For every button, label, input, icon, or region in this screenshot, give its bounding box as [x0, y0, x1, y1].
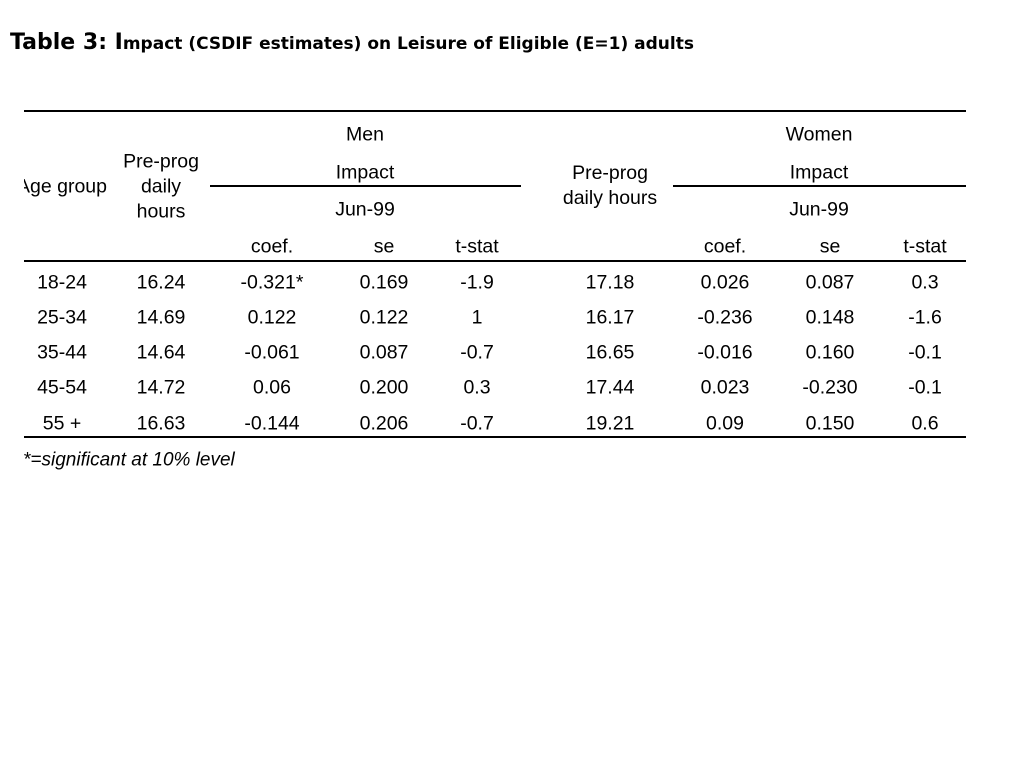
header-men-coef: coef. — [250, 235, 294, 258]
table-cell: 0.3 — [463, 376, 491, 399]
table-top-rule — [24, 110, 966, 112]
table-cell: -0.144 — [244, 412, 300, 435]
header-women-impact: Impact — [789, 161, 849, 184]
table-cell: 0.122 — [359, 306, 409, 329]
table-cell: -1.6 — [908, 306, 942, 329]
header-women-tstat: t-stat — [903, 235, 947, 258]
table-cell: 0.087 — [359, 341, 409, 364]
table-cell: 17.44 — [585, 376, 635, 399]
men-impact-rule — [210, 185, 521, 187]
table-cell: -0.7 — [460, 341, 494, 364]
table-cell: 0.206 — [359, 412, 409, 435]
table-cell: 16.65 — [585, 341, 635, 364]
header-women-date: Jun-99 — [789, 198, 849, 221]
table-cell: 25-34 — [37, 306, 87, 329]
header-women-se: se — [819, 235, 841, 258]
table-cell: 0.169 — [359, 271, 409, 294]
header-men-pre-prog: Pre-prog daily hours — [123, 150, 199, 223]
table-cell: -0.236 — [697, 306, 753, 329]
table-cell: 0.087 — [805, 271, 855, 294]
table-cell: -0.321* — [240, 271, 304, 294]
table-cell: 16.63 — [136, 412, 186, 435]
header-men: Men — [346, 123, 384, 146]
title-rest: mpact (CSDIF estimates) on Leisure of El… — [122, 34, 694, 54]
header-men-tstat: t-stat — [455, 235, 499, 258]
table-cell: 1 — [471, 306, 483, 329]
women-impact-rule — [673, 185, 966, 187]
table-cell: 19.21 — [585, 412, 635, 435]
table-cell: 18-24 — [37, 271, 87, 294]
table-cell: 0.026 — [700, 271, 750, 294]
table-cell: 0.122 — [247, 306, 297, 329]
table-cell: 0.023 — [700, 376, 750, 399]
table-cell: -0.230 — [802, 376, 858, 399]
header-men-impact: Impact — [335, 161, 395, 184]
table-cell: -0.7 — [460, 412, 494, 435]
table-cell: -0.1 — [908, 376, 942, 399]
table-cell: 0.3 — [911, 271, 939, 294]
table-cell: 0.09 — [706, 412, 744, 435]
header-men-se: se — [373, 235, 395, 258]
table-cell: 14.69 — [136, 306, 186, 329]
table-cell: -0.061 — [244, 341, 300, 364]
table-cell: 17.18 — [585, 271, 635, 294]
header-women: Women — [785, 123, 853, 146]
table-cell: 0.6 — [911, 412, 939, 435]
header-women-coef: coef. — [703, 235, 747, 258]
title-prefix: Table 3: I — [10, 30, 123, 55]
table-cell: 0.160 — [805, 341, 855, 364]
table-cell: 35-44 — [37, 341, 87, 364]
footnote: *=significant at 10% level — [24, 450, 235, 470]
header-men-date: Jun-99 — [335, 198, 395, 221]
table-cell: 16.17 — [585, 306, 635, 329]
table-cell: 0.06 — [253, 376, 291, 399]
table-cell: -0.1 — [908, 341, 942, 364]
header-women-pre-prog: Pre-prog daily hours — [562, 162, 658, 209]
table-cell: 14.64 — [136, 341, 186, 364]
table-cell: -1.9 — [460, 271, 494, 294]
table-cell: 0.150 — [805, 412, 855, 435]
table-bottom-rule — [24, 436, 966, 438]
header-age-group: Age group — [24, 177, 107, 197]
table-cell: 16.24 — [136, 271, 186, 294]
table-cell: 0.200 — [359, 376, 409, 399]
header-bottom-rule — [24, 260, 966, 262]
table-cell: 14.72 — [136, 376, 186, 399]
table-cell: -0.016 — [697, 341, 753, 364]
slide-title: Table 3: Impact (CSDIF estimates) on Lei… — [10, 30, 694, 55]
table-cell: 55 + — [42, 412, 82, 435]
table-cell: 0.148 — [805, 306, 855, 329]
table-cell: 45-54 — [37, 376, 87, 399]
